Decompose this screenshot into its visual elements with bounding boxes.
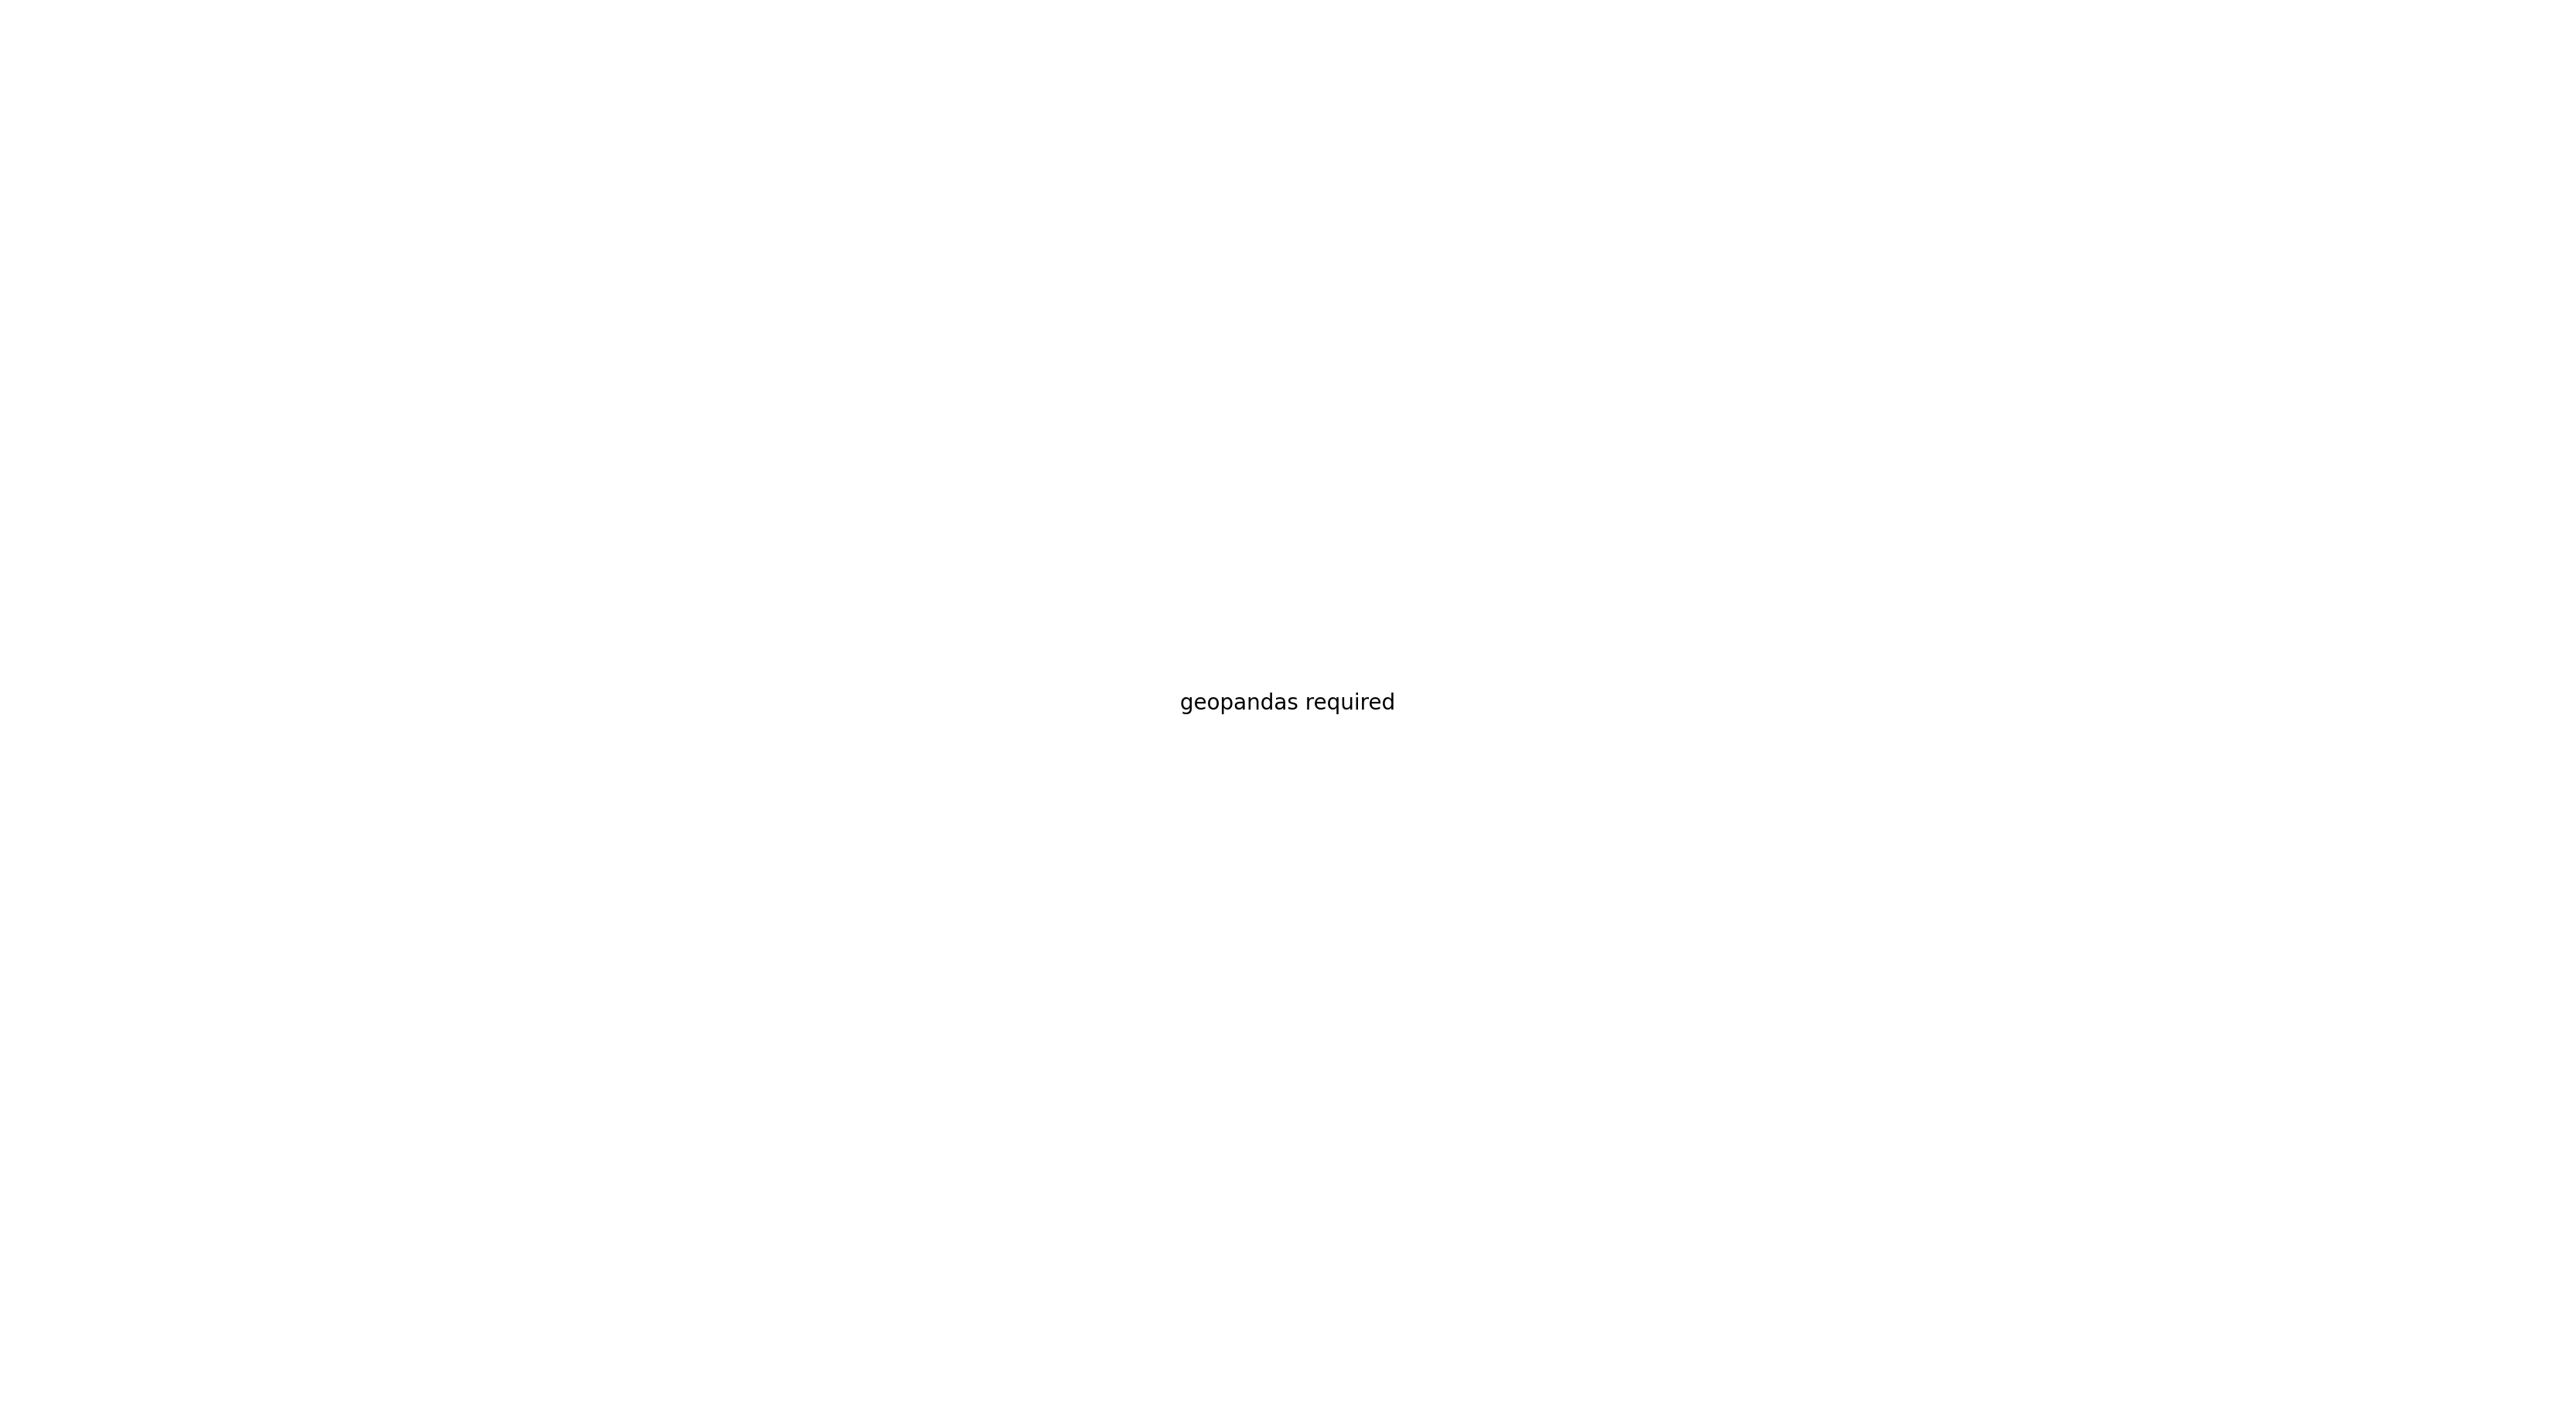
Text: geopandas required: geopandas required — [1180, 692, 1396, 714]
